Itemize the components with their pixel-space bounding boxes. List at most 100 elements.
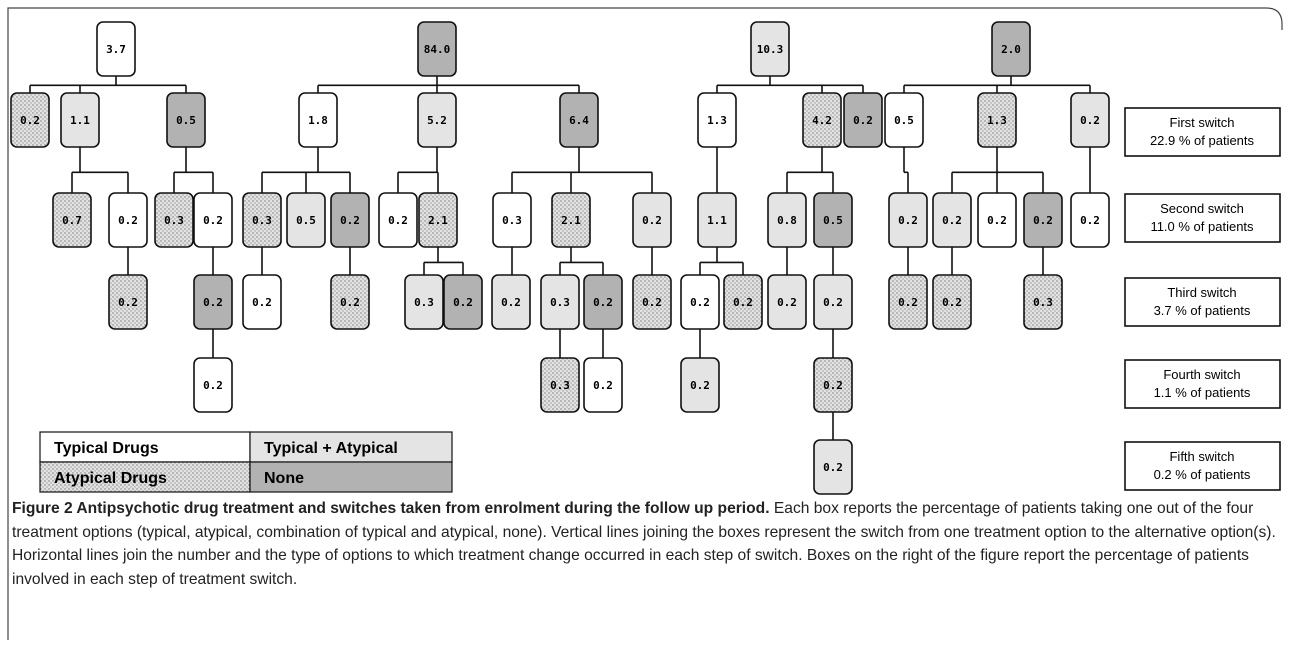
switch-box: First switch 22.9 % of patients <box>1124 107 1281 157</box>
switch-name: Fourth switch <box>1163 367 1240 382</box>
node: 0.2 <box>1023 192 1063 248</box>
node-box <box>1070 192 1110 248</box>
connectors <box>29 76 1091 440</box>
node-label: 0.7 <box>62 214 82 227</box>
node-label: 0.5 <box>296 214 316 227</box>
node-label: 0.5 <box>894 114 914 127</box>
node: 0.2 <box>680 274 720 330</box>
node-box <box>491 274 531 330</box>
node-box <box>767 192 807 248</box>
node: 0.2 <box>193 357 233 413</box>
node: 0.3 <box>492 192 532 248</box>
node-box <box>680 274 720 330</box>
node-box <box>10 92 50 148</box>
node-label: 0.2 <box>118 296 138 309</box>
node-label: 0.2 <box>898 214 918 227</box>
node: 0.2 <box>330 274 370 330</box>
node: 0.2 <box>723 274 763 330</box>
node: 0.2 <box>632 274 672 330</box>
switch-frame <box>1124 193 1281 243</box>
node: 5.2 <box>417 92 457 148</box>
node-label: 0.2 <box>823 461 843 474</box>
node: 0.2 <box>108 192 148 248</box>
node-label: 0.2 <box>642 214 662 227</box>
node-box <box>888 274 928 330</box>
node-box <box>813 274 853 330</box>
node-box <box>378 192 418 248</box>
node-box <box>813 357 853 413</box>
node: 1.3 <box>977 92 1017 148</box>
node-box <box>632 192 672 248</box>
frame <box>7 7 1283 640</box>
node-label: 2.1 <box>428 214 448 227</box>
node: 0.2 <box>10 92 50 148</box>
node-box <box>193 274 233 330</box>
node-box <box>977 92 1017 148</box>
node-label: 0.2 <box>1080 214 1100 227</box>
node-box <box>108 192 148 248</box>
switch-share: 22.9 % of patients <box>1150 133 1255 148</box>
node-box <box>723 274 763 330</box>
node-box <box>108 274 148 330</box>
node: 0.2 <box>932 274 972 330</box>
switch-share: 1.1 % of patients <box>1154 385 1251 400</box>
switch-share: 3.7 % of patients <box>1154 303 1251 318</box>
node: 2.0 <box>991 21 1031 77</box>
node-label: 4.2 <box>812 114 832 127</box>
node-box <box>697 92 737 148</box>
node: 0.2 <box>813 357 853 413</box>
node-box <box>843 92 883 148</box>
node-label: 0.2 <box>823 296 843 309</box>
node: 0.2 <box>330 192 370 248</box>
node-label: 0.2 <box>733 296 753 309</box>
node: 0.2 <box>378 192 418 248</box>
node: 0.5 <box>813 192 853 248</box>
node-label: 0.3 <box>252 214 272 227</box>
node-label: 1.3 <box>987 114 1007 127</box>
node-box <box>154 192 194 248</box>
legend-cell <box>39 461 251 493</box>
node-box <box>193 357 233 413</box>
node: 1.8 <box>298 92 338 148</box>
node: 0.2 <box>680 357 720 413</box>
switch-name: Second switch <box>1160 201 1244 216</box>
node-label: 0.2 <box>118 214 138 227</box>
node-box <box>540 357 580 413</box>
node-label: 0.2 <box>340 214 360 227</box>
node-box <box>750 21 790 77</box>
node: 0.3 <box>154 192 194 248</box>
node-label: 0.2 <box>642 296 662 309</box>
node-box <box>551 192 591 248</box>
node-box <box>680 357 720 413</box>
node-box <box>60 92 100 148</box>
node: 0.2 <box>193 192 233 248</box>
switch-frame <box>1124 441 1281 491</box>
switch-name: Third switch <box>1167 285 1236 300</box>
node-label: 3.7 <box>106 43 126 56</box>
node-label: 0.2 <box>252 296 272 309</box>
node-box <box>96 21 136 77</box>
node: 10.3 <box>750 21 790 77</box>
node: 84.0 <box>417 21 457 77</box>
node-label: 2.0 <box>1001 43 1021 56</box>
node-box <box>991 21 1031 77</box>
node: 0.2 <box>108 274 148 330</box>
node-label: 0.2 <box>823 379 843 392</box>
switch-share: 11.0 % of patients <box>1150 219 1254 234</box>
node-label: 0.3 <box>1033 296 1053 309</box>
node-label: 0.2 <box>1080 114 1100 127</box>
node-label: 0.5 <box>176 114 196 127</box>
node-box <box>932 192 972 248</box>
node: 4.2 <box>802 92 842 148</box>
node-label: 0.2 <box>777 296 797 309</box>
node: 3.7 <box>96 21 136 77</box>
boxes: 3.7 0.2 1.1 0.7 0.2 0.2 0.5 0.3 0.2 0.2 0.2 84.0 1.8… <box>10 21 1110 495</box>
node-label: 6.4 <box>569 114 589 127</box>
switch-frame <box>1124 359 1281 409</box>
node-label: 0.2 <box>453 296 473 309</box>
node-box <box>1023 274 1063 330</box>
node-label: 0.2 <box>501 296 521 309</box>
node: 0.2 <box>888 192 928 248</box>
node-label: 0.2 <box>593 379 613 392</box>
